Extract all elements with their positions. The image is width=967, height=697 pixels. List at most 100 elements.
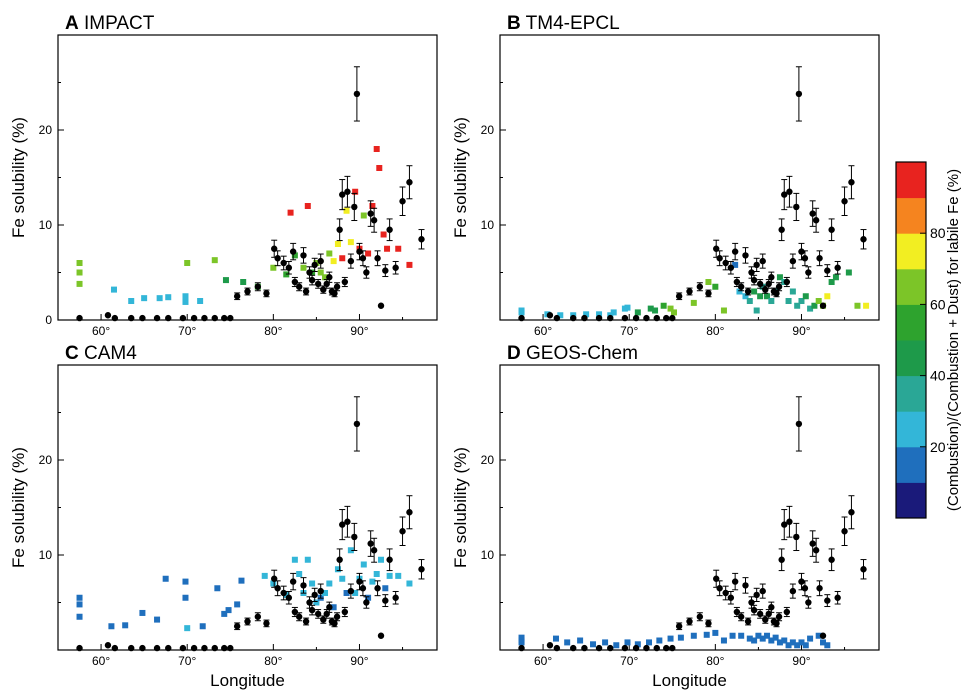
model-point (828, 279, 835, 285)
observation-point (331, 620, 338, 627)
x-tick-label: 90° (350, 324, 368, 338)
model-point (395, 245, 402, 252)
model-point (634, 309, 641, 316)
observation-point (756, 610, 764, 618)
observation-point (359, 255, 367, 262)
model-point (690, 632, 697, 639)
observation-point (211, 314, 218, 322)
observation-point (816, 255, 823, 262)
observation-point (775, 283, 783, 290)
observation-point (190, 644, 198, 652)
observation-point (716, 255, 723, 262)
observation-point (418, 236, 425, 243)
observation-point (759, 587, 766, 595)
panel-title: B TM4-EPCL (507, 13, 620, 34)
observation-point (828, 226, 835, 233)
observation-point (805, 599, 812, 606)
y-tick-label: 10 (39, 548, 53, 562)
colorbar-ticks: 20 40 60 80 (920, 225, 946, 455)
observation-point (317, 257, 324, 265)
observation-point (111, 644, 119, 652)
observation-point (773, 620, 780, 627)
x-tick-label: 90° (792, 324, 810, 338)
model-point (406, 580, 413, 587)
panel-name: CAM4 (79, 343, 138, 364)
observation-point (153, 644, 161, 652)
observation-point (748, 599, 755, 606)
panel-name: IMPACT (79, 13, 155, 34)
model-point (863, 302, 870, 309)
model-point (182, 298, 189, 305)
model-point (646, 639, 653, 646)
observation-point (367, 540, 374, 547)
model-point (211, 257, 218, 264)
model-point (776, 639, 783, 646)
model-point (764, 632, 771, 639)
observation-point (285, 264, 293, 271)
observation-point (347, 257, 355, 265)
observation-point (570, 644, 577, 652)
panel-3: C CAM4 60° 70° 80° 90° 10 20 Fe solubility (%) L… (9, 343, 438, 690)
observation-point (595, 314, 603, 322)
observation-point (128, 314, 135, 322)
model-point (334, 566, 341, 573)
model-point (406, 261, 413, 268)
model-point (330, 258, 337, 265)
model-point (789, 288, 796, 295)
observation-point (179, 644, 187, 652)
model-point (677, 634, 684, 641)
model-point (395, 572, 402, 579)
model-point (261, 572, 268, 579)
panel-4: D GEOS-Chem 60° 70° 80° 90° 10 20 Fe solubility… (451, 343, 880, 690)
observation-point (300, 252, 307, 259)
observation-point (295, 613, 303, 620)
observation-point (392, 594, 399, 601)
observation-point (742, 252, 749, 259)
colorbar-segment (896, 233, 926, 270)
model-point (322, 274, 329, 281)
model-point (798, 639, 805, 646)
model-point (76, 594, 83, 601)
y-tick-label: 20 (481, 453, 495, 467)
panel-name: GEOS-Chem (521, 343, 638, 364)
observation-point (302, 288, 310, 295)
observation-point (801, 585, 809, 592)
panels-group: A IMPACT 60° 70° 80° 90° 0 10 20 Fe solubility (… (9, 13, 880, 690)
model-point (755, 632, 762, 639)
model-point (832, 274, 839, 281)
observation-point (686, 288, 693, 295)
observation-point (675, 293, 683, 300)
y-tick-label: 0 (45, 313, 52, 327)
model-point (738, 632, 745, 639)
plot-frame (57, 34, 438, 321)
model-point (313, 599, 320, 606)
model-point (518, 639, 525, 646)
observation-point (314, 610, 322, 618)
observation-point (607, 314, 614, 322)
model-point (343, 207, 350, 214)
observation-point (333, 283, 341, 290)
model-point (703, 631, 710, 638)
observation-point (731, 248, 739, 255)
observation-point (801, 255, 809, 262)
model-point (815, 298, 822, 304)
model-point (162, 575, 169, 582)
x-tick-label: 90° (350, 654, 368, 668)
observation-point (762, 286, 769, 293)
x-tick-label: 80° (264, 324, 282, 338)
observation-point (386, 556, 393, 563)
observation-point (518, 644, 525, 652)
model-point (376, 165, 383, 171)
observation-point (254, 613, 262, 620)
model-point (165, 294, 172, 301)
observation-point (377, 302, 385, 309)
model-point (360, 561, 367, 568)
observation-point (632, 314, 640, 322)
model-point (221, 610, 228, 617)
model-point (751, 637, 758, 644)
model-point (360, 212, 367, 219)
model-point (326, 580, 333, 587)
observation-point (744, 288, 752, 295)
panel-title: C CAM4 (65, 343, 137, 364)
x-tick-label: 70° (620, 654, 638, 668)
